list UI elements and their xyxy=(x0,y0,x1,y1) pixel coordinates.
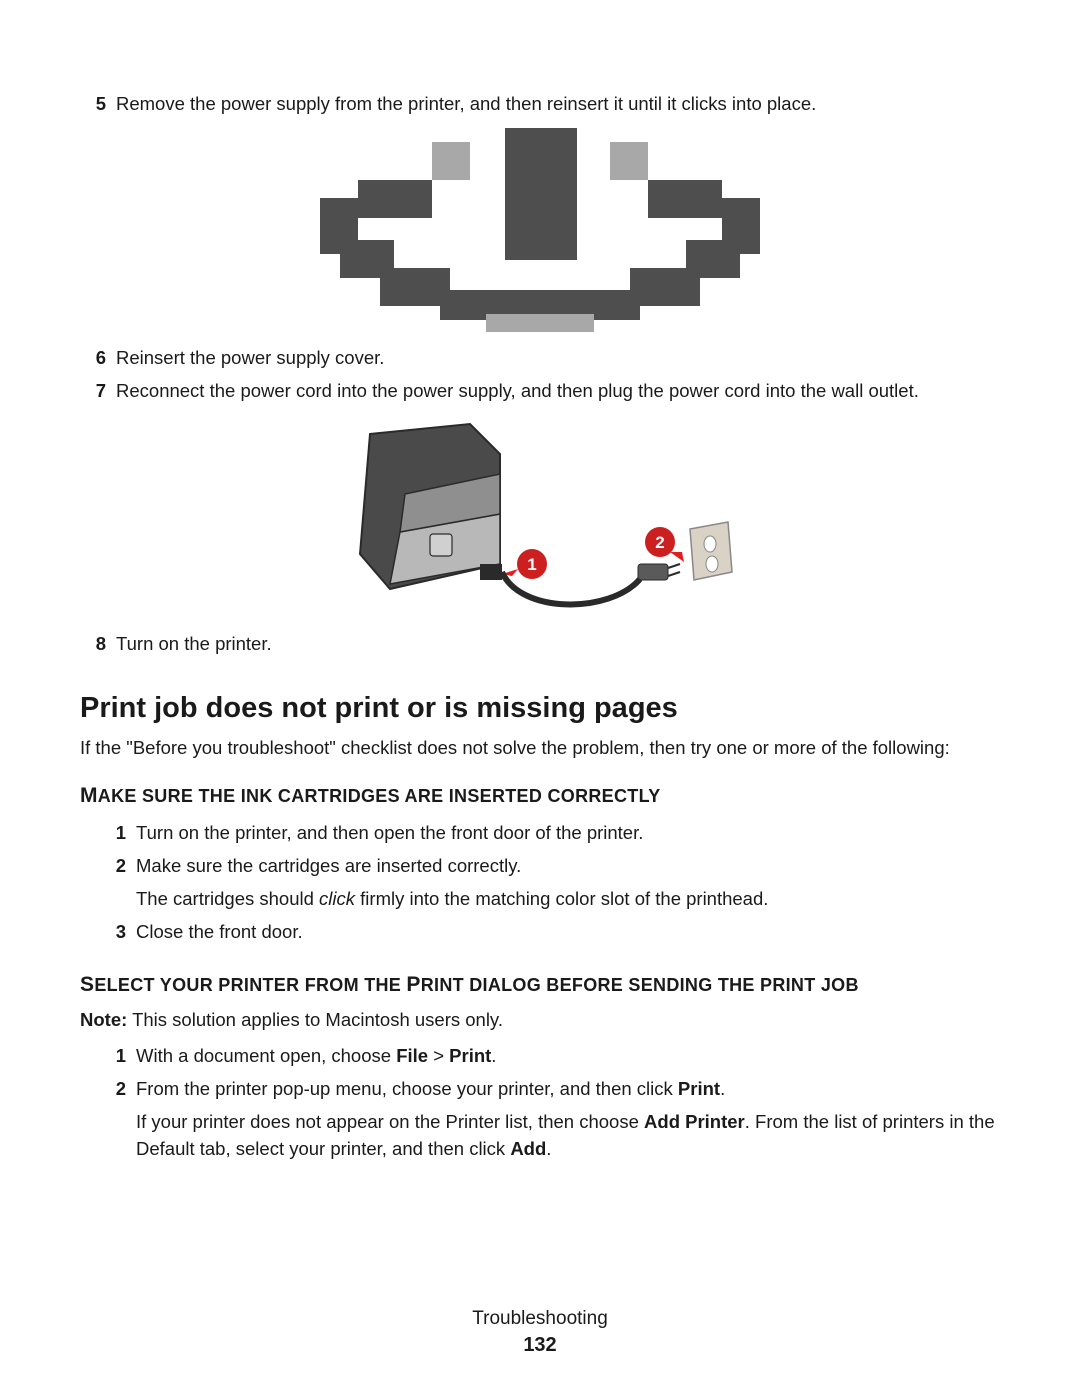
step-number: 2 xyxy=(100,853,136,880)
step-text: Reconnect the power cord into the power … xyxy=(116,378,1000,405)
subhead-ink-cartridges: MAKE SURE THE INK CARTRIDGES ARE INSERTE… xyxy=(80,784,1000,808)
step-text: With a document open, choose File > Prin… xyxy=(136,1043,1000,1070)
section-title: Print job does not print or is missing p… xyxy=(80,692,1000,725)
step-number: 1 xyxy=(100,1043,136,1070)
printer-cord-illustration: 1 2 xyxy=(80,414,1000,619)
step-number: 8 xyxy=(80,631,116,658)
subhead-rest: AKE SURE THE INK CARTRIDGES ARE INSERTED… xyxy=(98,786,661,806)
step-text: From the printer pop-up menu, choose you… xyxy=(136,1076,1000,1162)
step-text: Remove the power supply from the printer… xyxy=(116,91,1000,118)
note-mac-only: Note: This solution applies to Macintosh… xyxy=(80,1009,1000,1031)
step-7: 7 Reconnect the power cord into the powe… xyxy=(80,378,1000,405)
step-6: 6 Reinsert the power supply cover. xyxy=(80,345,1000,372)
subhead-select-printer: SELECT YOUR PRINTER FROM THE PRINT DIALO… xyxy=(80,973,1000,997)
step-sub-text: The cartridges should click firmly into … xyxy=(136,886,1000,913)
power-symbol-illustration xyxy=(80,128,1000,333)
sub2-step-1: 1 With a document open, choose File > Pr… xyxy=(100,1043,1000,1070)
step-text: Close the front door. xyxy=(136,919,1000,946)
step-8: 8 Turn on the printer. xyxy=(80,631,1000,658)
subhead-first-letter: M xyxy=(80,784,98,807)
step-number: 2 xyxy=(100,1076,136,1103)
page-footer: Troubleshooting 132 xyxy=(0,1308,1080,1357)
step-number: 5 xyxy=(80,91,116,118)
step-number: 3 xyxy=(100,919,136,946)
step-sub-text: If your printer does not appear on the P… xyxy=(136,1109,1000,1163)
sub1-step-3: 3 Close the front door. xyxy=(100,919,1000,946)
step-text: Reinsert the power supply cover. xyxy=(116,345,1000,372)
step-text: Turn on the printer, and then open the f… xyxy=(136,820,1000,847)
footer-page-number: 132 xyxy=(0,1334,1080,1357)
step-5: 5 Remove the power supply from the print… xyxy=(80,91,1000,118)
footer-section-label: Troubleshooting xyxy=(0,1308,1080,1330)
sub1-step-1: 1 Turn on the printer, and then open the… xyxy=(100,820,1000,847)
sub2-step-2: 2 From the printer pop-up menu, choose y… xyxy=(100,1076,1000,1162)
power-icon xyxy=(310,128,770,328)
step-text: Turn on the printer. xyxy=(116,631,1000,658)
step-number: 1 xyxy=(100,820,136,847)
section-lead: If the "Before you troubleshoot" checkli… xyxy=(80,735,1000,762)
sub1-step-2: 2 Make sure the cartridges are inserted … xyxy=(100,853,1000,913)
badge-1: 1 xyxy=(527,555,536,574)
step-number: 6 xyxy=(80,345,116,372)
document-page: 5 Remove the power supply from the print… xyxy=(0,0,1080,1397)
badge-2: 2 xyxy=(655,533,664,552)
step-text: Make sure the cartridges are inserted co… xyxy=(136,853,1000,913)
step-number: 7 xyxy=(80,378,116,405)
